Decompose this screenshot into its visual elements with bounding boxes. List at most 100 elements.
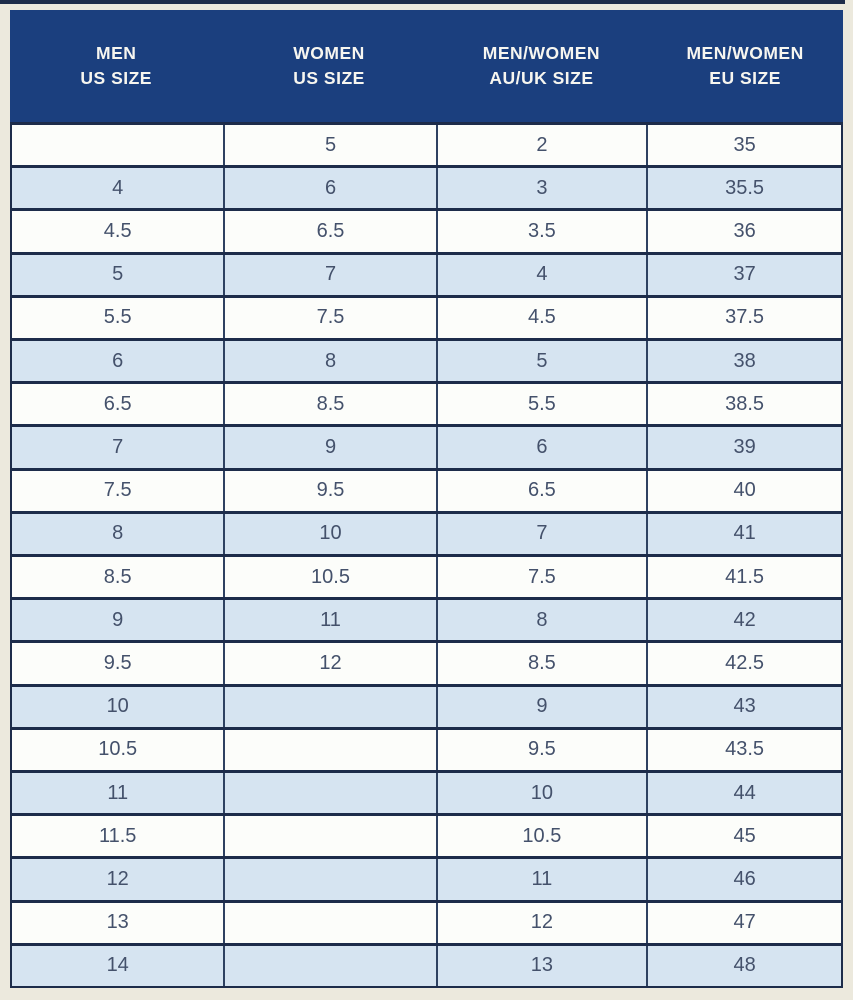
table-cell-men-us [12, 125, 223, 165]
column-header-eu: MEN/WOMEN EU SIZE [647, 41, 843, 92]
table-cell-au-uk: 7 [435, 513, 647, 555]
table-cell-women-us: 11 [223, 600, 435, 641]
table-cell-women-us: 9.5 [223, 470, 435, 511]
table-cell-eu: 43 [646, 686, 841, 727]
table-cell-men-us: 7.5 [103, 479, 132, 502]
column-header-line2: AU/UK SIZE [489, 68, 594, 88]
table-cell-eu: 35.5 [646, 168, 841, 209]
table-cell-women-us [223, 945, 435, 987]
table-row: 12 11 46 [12, 856, 841, 900]
table-row: 11.5 10.5 45 [12, 813, 841, 857]
table-cell-eu: 48 [646, 945, 841, 987]
table-cell-eu: 37 [646, 254, 841, 295]
table-cell-au-uk: 4 [435, 254, 647, 295]
table-cell-men-us: 10.5 [98, 738, 138, 761]
column-header-line2: US SIZE [293, 68, 365, 88]
table-row: 14 13 48 [12, 942, 841, 987]
table-cell-women-us [223, 902, 435, 943]
table-row: 9.5 12 8.5 42.5 [12, 640, 841, 684]
table-row: 7.5 9.5 6.5 40 [12, 467, 841, 511]
table-row: 4 6 3 35.5 [12, 165, 841, 209]
column-header-line1: MEN/WOMEN [482, 42, 601, 63]
table-cell-women-us: 7.5 [223, 297, 435, 339]
table-row: 10 9 43 [12, 683, 841, 727]
top-border-line [0, 0, 845, 4]
table-cell-au-uk: 11 [435, 859, 647, 900]
table-cell-men-us: 11 [107, 781, 129, 804]
table-cell-women-us [223, 773, 435, 814]
table-row: 5 7 4 37 [12, 251, 841, 295]
table-cell-au-uk: 5.5 [435, 384, 647, 425]
column-header-line1: MEN/WOMEN [686, 42, 804, 63]
column-header-line2: EU SIZE [709, 68, 781, 88]
table-cell-men-us: 4.5 [103, 220, 132, 242]
table-cell-eu: 44 [646, 773, 841, 814]
table-cell-eu: 38 [646, 341, 841, 382]
table-cell-eu: 43.5 [646, 729, 841, 771]
table-row: 8 10 7 41 [12, 510, 841, 555]
table-cell-women-us: 9 [223, 427, 435, 468]
table-cell-au-uk: 3.5 [435, 211, 647, 252]
table-cell-au-uk: 6.5 [435, 470, 647, 511]
table-cell-eu: 42 [646, 600, 841, 641]
column-header-men-us: MEN US SIZE [10, 41, 222, 92]
table-cell-au-uk: 3 [435, 168, 647, 209]
table-cell-women-us: 8 [223, 341, 435, 382]
table-cell-women-us: 8.5 [223, 384, 435, 425]
column-header-line1: MEN [96, 42, 137, 63]
table-cell-women-us: 6.5 [223, 211, 435, 252]
table-cell-men-us: 12 [106, 868, 129, 891]
table-row: 7 9 6 39 [12, 424, 841, 468]
table-cell-au-uk: 10.5 [435, 816, 647, 857]
table-cell-au-uk: 5 [435, 341, 647, 382]
table-cell-au-uk: 2 [435, 125, 647, 166]
table-cell-eu: 41.5 [646, 557, 841, 598]
table-row: 6 8 5 38 [12, 338, 841, 382]
table-cell-au-uk: 4.5 [435, 297, 647, 339]
table-cell-women-us [223, 686, 435, 727]
table-cell-men-us: 6.5 [103, 392, 132, 415]
table-row: 4.5 6.5 3.5 36 [12, 208, 841, 252]
table-cell-eu: 42.5 [646, 643, 841, 684]
table-cell-eu: 45 [646, 816, 841, 857]
table-cell-au-uk: 9 [435, 686, 647, 727]
table-cell-eu: 47 [646, 902, 841, 943]
table-cell-eu: 38.5 [646, 384, 841, 425]
table-body: 5 2 35 4 6 3 35.5 4.5 6.5 3.5 36 5 7 4 37 5.5 7.5 4.5 37.5… [10, 122, 843, 988]
table-cell-men-us: 7 [112, 436, 124, 459]
table-cell-women-us [223, 859, 435, 900]
table-cell-au-uk: 8.5 [435, 643, 647, 684]
table-cell-eu: 39 [646, 427, 841, 468]
table-cell-women-us: 7 [223, 254, 435, 295]
table-row: 5 2 35 [12, 122, 841, 166]
table-cell-eu: 41 [646, 513, 841, 555]
table-cell-eu: 36 [646, 211, 841, 252]
table-cell-au-uk: 10 [435, 773, 647, 814]
column-header-line2: US SIZE [80, 68, 152, 88]
table-header-row: MEN US SIZE WOMEN US SIZE MEN/WOMEN AU/UK SIZ… [10, 10, 843, 122]
table-row: 8.5 10.5 7.5 41.5 [12, 554, 841, 598]
table-cell-women-us: 12 [223, 643, 435, 684]
table-cell-au-uk: 12 [435, 902, 647, 943]
column-header-women-us: WOMEN US SIZE [222, 41, 435, 92]
table-cell-men-us: 14 [106, 954, 129, 977]
table-cell-au-uk: 13 [435, 945, 647, 987]
table-row: 9 11 8 42 [12, 597, 841, 641]
table-cell-eu: 35 [646, 125, 841, 166]
table-row: 5.5 7.5 4.5 37.5 [12, 294, 841, 339]
table-cell-men-us: 13 [106, 911, 129, 934]
table-row: 6.5 8.5 5.5 38.5 [12, 381, 841, 425]
table-cell-eu: 46 [646, 859, 841, 900]
table-cell-women-us: 5 [223, 125, 435, 166]
table-cell-women-us: 10.5 [223, 557, 435, 598]
table-cell-men-us: 5 [112, 263, 124, 286]
table-cell-men-us: 9 [112, 608, 124, 631]
size-conversion-table: MEN US SIZE WOMEN US SIZE MEN/WOMEN AU/UK SIZ… [10, 10, 843, 988]
table-row: 11 10 44 [12, 770, 841, 814]
table-cell-men-us: 6 [112, 349, 124, 372]
table-cell-au-uk: 9.5 [435, 729, 647, 771]
table-cell-eu: 37.5 [646, 297, 841, 339]
table-cell-women-us [223, 816, 435, 857]
table-cell-au-uk: 7.5 [435, 557, 647, 598]
